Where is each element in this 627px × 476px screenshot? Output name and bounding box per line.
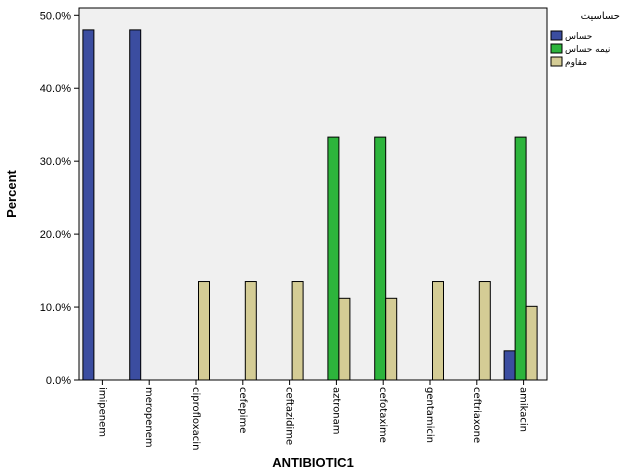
legend-label: نیمه حساس <box>565 45 610 55</box>
x-tick-label: ciprofloxacin <box>190 387 201 450</box>
x-tick-label: meropenem <box>143 387 154 448</box>
legend: حساسیت حساس نیمه حساس مقاوم <box>550 11 620 68</box>
bar-meropenem-0 <box>129 29 142 381</box>
legend-swatch <box>550 56 563 67</box>
legend-title: حساسیت <box>581 11 620 22</box>
bar-ceftriaxone-2 <box>478 281 491 381</box>
x-tick-label: cefotaxime <box>377 387 388 443</box>
bar-ciprofloxacin-2 <box>198 281 210 381</box>
bar-amikacin-1 <box>514 136 527 381</box>
bar-cefotaxime-1 <box>374 136 387 381</box>
y-tick-label: 50.0% <box>40 10 71 22</box>
y-tick-label: 20.0% <box>40 229 71 241</box>
y-tick-label: 0.0% <box>46 375 71 387</box>
bar-cefepime-2 <box>244 281 257 381</box>
legend-swatch <box>550 30 563 41</box>
bar-cefotaxime-2 <box>385 297 398 381</box>
bar-amikacin-0 <box>503 350 516 381</box>
legend-label: حساس <box>565 32 592 42</box>
x-tick-label: cefepime <box>237 387 248 433</box>
x-axis: imipenem meropenem ciprofloxacin cefepime ce… <box>96 380 529 450</box>
x-tick-label: aztronam <box>330 387 341 435</box>
x-tick-label: ceftriaxone <box>471 387 482 443</box>
bar-ceftazidime-2 <box>291 281 304 381</box>
x-tick-label: ceftazidime <box>284 387 295 445</box>
bar-amikacin-2 <box>525 305 538 381</box>
bar-imipenem-0 <box>82 29 95 381</box>
y-tick-label: 30.0% <box>40 156 71 168</box>
bar-aztronam-1 <box>327 136 340 381</box>
bar-gentamicin-2 <box>432 281 444 381</box>
x-tick-label: amikacin <box>518 387 529 432</box>
bars-group <box>82 29 538 381</box>
y-axis-title: Percent <box>4 169 19 217</box>
y-tick-label: 10.0% <box>40 302 71 314</box>
x-axis-title: ANTIBIOTIC1 <box>272 455 354 470</box>
bar-aztronam-2 <box>338 297 351 381</box>
y-tick-label: 40.0% <box>40 83 71 95</box>
y-axis: 0.0% 10.0% 20.0% 30.0% 40.0% 50.0% <box>40 10 79 387</box>
legend-label: مقاوم <box>565 58 587 68</box>
x-tick-label: gentamicin <box>424 387 435 443</box>
x-tick-label: imipenem <box>96 387 107 437</box>
plot-area <box>78 7 548 381</box>
legend-swatch <box>550 43 563 54</box>
